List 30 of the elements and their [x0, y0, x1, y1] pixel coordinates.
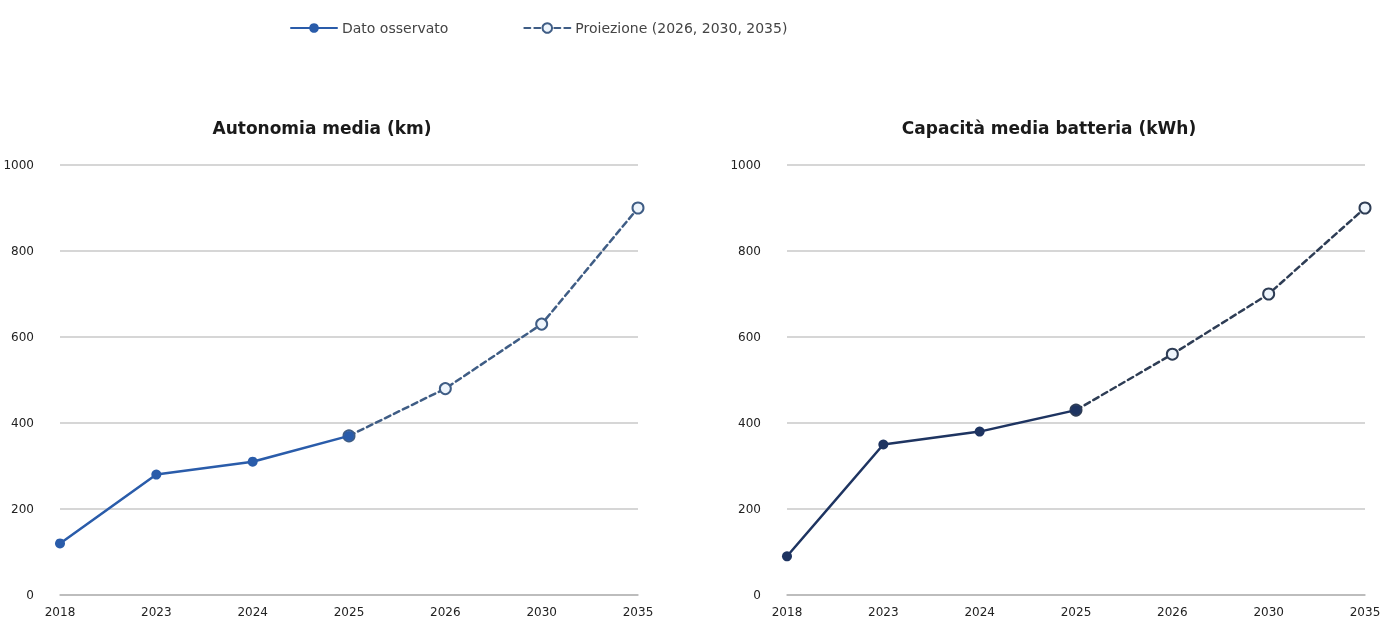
y-tick-label: 200 [11, 502, 34, 516]
y-tick-label: 800 [11, 244, 34, 258]
x-tick-label: 2026 [430, 605, 461, 619]
x-tick-label: 2018 [771, 605, 803, 619]
y-tick-label: 600 [738, 330, 761, 344]
x-tick-label: 2035 [1349, 605, 1381, 619]
y-tick-label: 400 [738, 416, 761, 430]
x-tick-label: 2026 [1157, 605, 1188, 619]
y-tick-label: 800 [738, 244, 761, 258]
legend-label: Proiezione (2026, 2030, 2035) [575, 20, 788, 36]
x-tick-label: 2030 [526, 605, 557, 619]
legend-label: Dato osservato [342, 20, 449, 36]
y-tick-label: 400 [11, 416, 34, 430]
x-tick-label: 2023 [868, 605, 899, 619]
x-tick-label: 2030 [1253, 605, 1284, 619]
y-tick-label: 1000 [730, 158, 761, 172]
chart-title: Autonomia media (km) [212, 117, 432, 138]
x-tick-label: 2025 [1060, 605, 1092, 619]
y-tick-label: 200 [738, 502, 761, 516]
y-tick-label: 1000 [3, 158, 34, 172]
y-tick-label: 0 [753, 588, 761, 602]
y-tick-label: 600 [11, 330, 34, 344]
chart-title: Capacità media batteria (kWh) [901, 117, 1197, 138]
x-tick-label: 2018 [44, 605, 76, 619]
y-tick-label: 0 [26, 588, 34, 602]
x-tick-label: 2035 [622, 605, 654, 619]
x-tick-label: 2025 [333, 605, 365, 619]
x-tick-label: 2023 [141, 605, 172, 619]
x-tick-label: 2024 [964, 605, 995, 619]
x-tick-label: 2024 [237, 605, 268, 619]
